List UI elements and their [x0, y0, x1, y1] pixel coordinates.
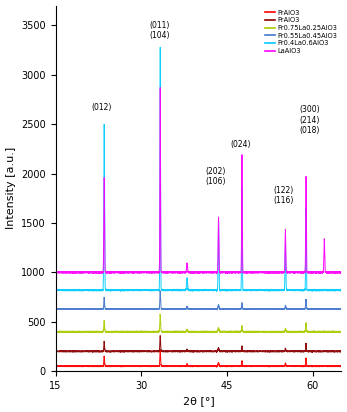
Text: (012): (012): [91, 103, 111, 112]
Text: (202)
(106): (202) (106): [205, 167, 226, 186]
Text: (300)
(214)
(018): (300) (214) (018): [300, 105, 320, 135]
Text: (122)
(116): (122) (116): [273, 186, 293, 205]
Text: (011)
(104): (011) (104): [150, 21, 170, 40]
X-axis label: 2θ [°]: 2θ [°]: [183, 396, 214, 407]
Text: (024): (024): [230, 140, 251, 149]
Y-axis label: Intensity [a.u.]: Intensity [a.u.]: [6, 147, 16, 229]
Legend: PrAlO3, PrAlO3, Pr0.75La0.25AlO3, Pr0.55La0.45AlO3, Pr0.4La0.6AlO3, LaAlO3: PrAlO3, PrAlO3, Pr0.75La0.25AlO3, Pr0.55…: [262, 7, 340, 56]
